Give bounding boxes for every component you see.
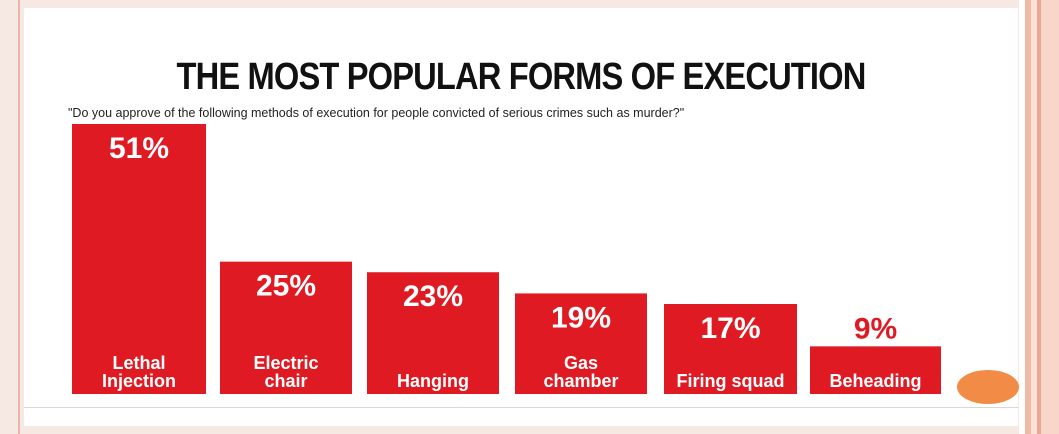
orange-oval-decoration	[957, 370, 1019, 404]
right-stripes-decoration	[1019, 0, 1059, 434]
category-label-1-1: chair	[264, 371, 307, 391]
bar-3	[515, 293, 647, 394]
bar-2	[367, 272, 499, 394]
bar-0	[72, 124, 206, 394]
value-label-5: 9%	[854, 312, 897, 345]
bar-1	[220, 261, 352, 394]
chart-subtitle: "Do you approve of the following methods…	[68, 106, 685, 120]
value-label-2: 23%	[403, 280, 463, 313]
value-label-1: 25%	[256, 270, 316, 303]
value-label-0: 51%	[109, 132, 169, 165]
category-label-5-0: Beheading	[829, 371, 921, 391]
value-label-3: 19%	[551, 301, 611, 334]
category-label-1-0: Electric	[253, 353, 318, 373]
left-rule-decoration	[18, 0, 20, 434]
bar-5	[810, 346, 941, 394]
chart-baseline	[24, 407, 1018, 408]
category-label-0-1: Injection	[102, 371, 176, 391]
value-label-4: 17%	[700, 312, 760, 345]
category-label-3-1: chamber	[543, 371, 618, 391]
category-label-0-0: Lethal	[112, 353, 165, 373]
category-label-2-0: Hanging	[397, 371, 469, 391]
category-label-3-0: Gas	[564, 353, 598, 373]
category-label-4-0: Firing squad	[677, 371, 785, 391]
chart-title: THE MOST POPULAR FORMS OF EXECUTION	[176, 56, 867, 98]
bar-4	[664, 304, 797, 394]
